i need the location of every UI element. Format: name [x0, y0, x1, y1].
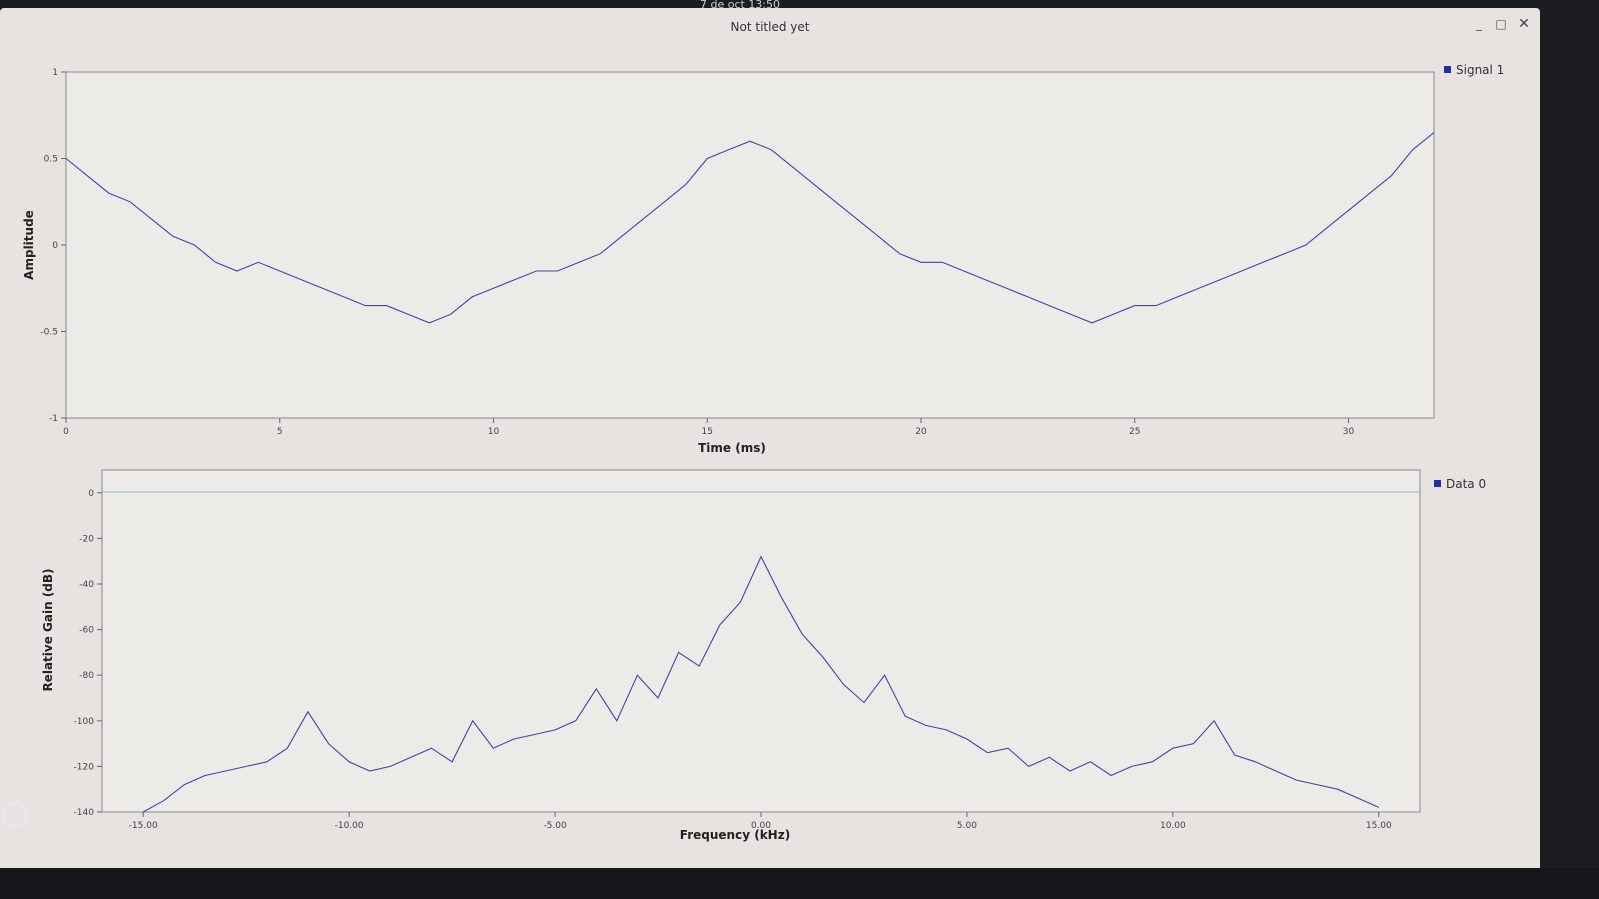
time-y-axis-label: Amplitude — [22, 210, 36, 280]
time-domain-plot[interactable]: 0 5 10 15 20 25 30 1 0.5 0 -0.5 -1 Time (ms) Ampli… — [22, 63, 1504, 455]
y-tick-label: -100 — [74, 717, 95, 727]
x-tick-label: 5 — [277, 427, 283, 437]
topbar-clock: 7 de oct 13:50 — [699, 0, 781, 11]
legend-marker-signal-1 — [1444, 66, 1451, 73]
legend-marker-data-0 — [1434, 480, 1441, 487]
x-tick-label: 20 — [915, 427, 927, 437]
time-x-ticks: 0 5 10 15 20 25 30 — [63, 418, 1354, 437]
legend-label-signal-1[interactable]: Signal 1 — [1456, 63, 1504, 77]
y-tick-label: -60 — [79, 626, 94, 636]
x-tick-label: 5.00 — [957, 821, 977, 831]
x-tick-label: 30 — [1343, 427, 1355, 437]
y-tick-label: 0 — [52, 241, 58, 251]
x-tick-label: 15.00 — [1366, 821, 1392, 831]
legend-label-data-0[interactable]: Data 0 — [1446, 477, 1486, 491]
x-tick-label: -5.00 — [543, 821, 567, 831]
signal-1-line — [65, 132, 1435, 324]
data-0-line — [142, 555, 1380, 813]
screen-bezel — [0, 868, 1599, 899]
freq-x-ticks: -15.00 -10.00 -5.00 0.00 5.00 10.00 15.00 — [129, 812, 1392, 831]
frequency-domain-plot[interactable]: -15.00 -10.00 -5.00 0.00 5.00 10.00 15.00 0 -20… — [41, 469, 1486, 842]
x-tick-label: -10.00 — [335, 821, 364, 831]
minimize-button[interactable]: _ — [1476, 17, 1482, 31]
freq-x-axis-label: Frequency (kHz) — [680, 828, 790, 842]
y-tick-label: 1 — [52, 68, 58, 78]
time-y-ticks: 1 0.5 0 -0.5 -1 — [40, 68, 66, 424]
x-tick-label: 10.00 — [1160, 821, 1186, 831]
time-plot-area — [66, 72, 1434, 418]
plots-canvas: 0 5 10 15 20 25 30 1 0.5 0 -0.5 -1 Time (ms) Ampli… — [22, 63, 1504, 842]
x-tick-label: 10 — [488, 427, 500, 437]
window-title: Not titled yet — [730, 20, 810, 34]
freq-plot-area — [102, 470, 1420, 812]
x-tick-label: 0.00 — [751, 821, 771, 831]
y-tick-label: 0.5 — [44, 155, 58, 165]
y-tick-label: -80 — [79, 671, 94, 681]
maximize-button[interactable]: □ — [1495, 17, 1507, 31]
x-tick-label: -15.00 — [129, 821, 158, 831]
x-tick-label: 15 — [702, 427, 713, 437]
y-tick-label: -20 — [79, 534, 94, 544]
close-button[interactable]: ✕ — [1518, 16, 1530, 32]
x-tick-label: 25 — [1129, 427, 1140, 437]
freq-y-ticks: 0 -20 -40 -60 -80 -100 -120 -140 — [74, 489, 102, 818]
title-bar[interactable]: 7 de oct 13:50 Not titled yet _ □ ✕ — [0, 0, 1540, 46]
y-tick-label: -1 — [49, 414, 58, 424]
y-tick-label: 0 — [88, 489, 94, 499]
x-tick-label: 0 — [63, 427, 69, 437]
y-tick-label: -140 — [74, 808, 95, 818]
freq-y-axis-label: Relative Gain (dB) — [41, 568, 55, 691]
time-x-axis-label: Time (ms) — [698, 441, 766, 455]
y-tick-label: -120 — [74, 762, 95, 772]
y-tick-label: -0.5 — [40, 328, 58, 338]
y-tick-label: -40 — [79, 580, 94, 590]
settings-gear-icon[interactable] — [2, 802, 28, 828]
